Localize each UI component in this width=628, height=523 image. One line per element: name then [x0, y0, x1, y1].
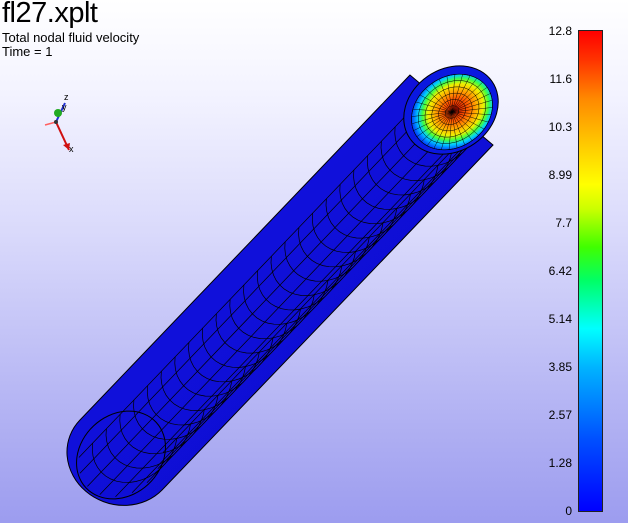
colorbar-tick-label: 6.42 — [548, 264, 572, 278]
colorbar-tick-label: 12.8 — [548, 24, 572, 38]
colorbar — [578, 30, 603, 512]
x-axis-label: x — [69, 144, 74, 154]
file-title: fl27.xplt — [2, 0, 98, 29]
inlet-cap — [403, 65, 499, 155]
axis-triad[interactable]: z y x — [44, 92, 74, 154]
colorbar-tick-label: 7.7 — [555, 216, 572, 230]
colorbar-tick-label: 10.3 — [548, 120, 572, 134]
colorbar-tick-label: 2.57 — [548, 408, 572, 422]
colorbar-tick-label: 0 — [565, 504, 572, 518]
cylinder-body — [66, 74, 494, 506]
colorbar-tick-label: 1.28 — [548, 456, 572, 470]
colorbar-tick-label: 8.99 — [548, 168, 572, 182]
colorbar-tick-label: 3.85 — [548, 360, 572, 374]
colorbar-tick-label: 11.6 — [549, 72, 572, 86]
y-axis-label: y — [62, 102, 67, 112]
time-label: Time = 1 — [2, 44, 53, 59]
colorbar-tick-label: 5.14 — [548, 312, 572, 326]
variable-label: Total nodal fluid velocity — [2, 30, 140, 45]
bottom-cap-edge — [76, 410, 166, 500]
z-axis-label: z — [64, 92, 69, 102]
